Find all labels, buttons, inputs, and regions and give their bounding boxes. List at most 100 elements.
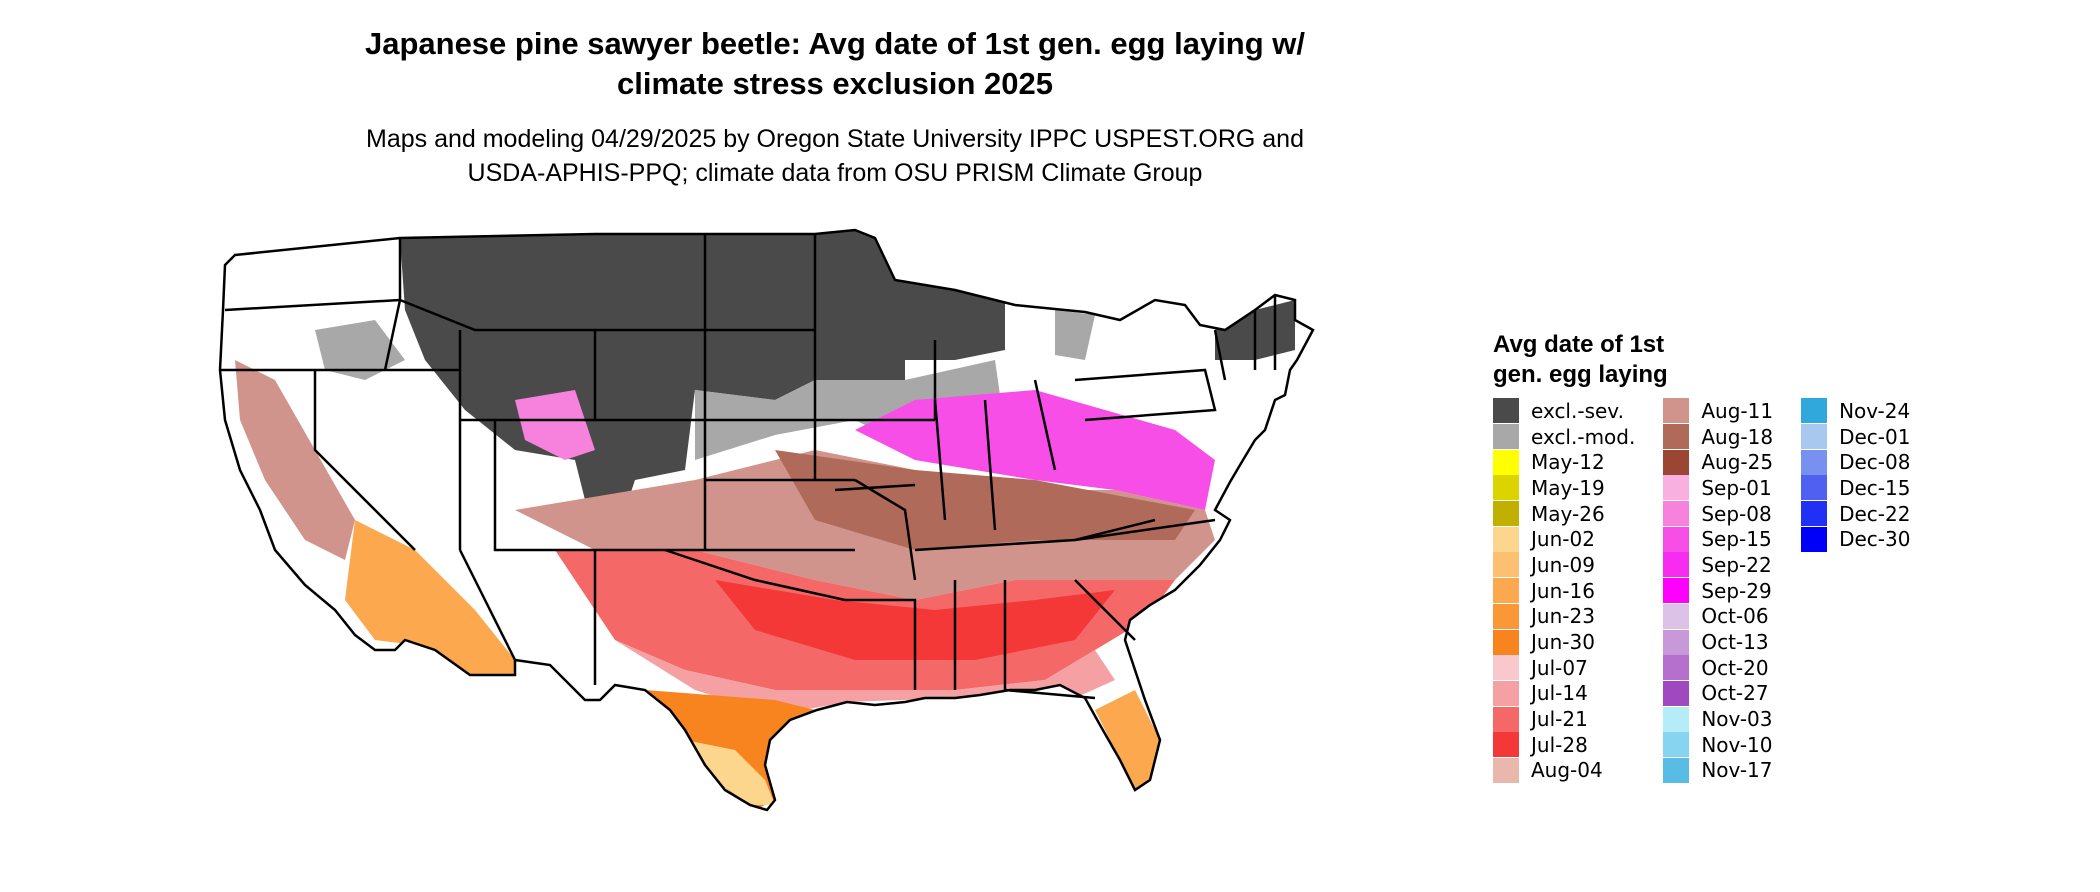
legend-item: May-26 xyxy=(1493,501,1635,527)
border-ut-co xyxy=(493,420,665,552)
legend-column: excl.-sev. excl.-mod. May-12 May-19 May-26 Ju… xyxy=(1493,398,1635,783)
legend-label: Jul-21 xyxy=(1531,707,1588,732)
region-excl-mod-michigan xyxy=(1055,310,1095,360)
title-line-1: Japanese pine sawyer beetle: Avg date of… xyxy=(364,26,1306,61)
legend: Avg date of 1st gen. egg laying excl.-se… xyxy=(1493,330,1910,783)
legend-title: Avg date of 1st gen. egg laying xyxy=(1493,330,1910,390)
legend-item: Oct-06 xyxy=(1663,603,1773,630)
legend-item: Sep-08 xyxy=(1663,501,1773,527)
region-magenta-belt xyxy=(855,390,1215,510)
legend-label: Dec-22 xyxy=(1839,501,1911,526)
legend-swatch xyxy=(1663,501,1690,527)
legend-label: Sep-08 xyxy=(1701,501,1772,526)
map-subtitle: Maps and modeling 04/29/2025 by Oregon S… xyxy=(0,122,1670,190)
region-midsouth-brown xyxy=(775,450,1195,550)
legend-label: Sep-15 xyxy=(1701,527,1772,552)
map-title: Japanese pine sawyer beetle: Avg date of… xyxy=(0,24,1670,104)
legend-item: Dec-22 xyxy=(1801,501,1910,527)
legend-item: Sep-15 xyxy=(1663,526,1773,552)
border-ia-mo xyxy=(834,483,916,492)
region-excl-sev-north xyxy=(400,230,905,540)
legend-label: May-19 xyxy=(1531,475,1605,500)
legend-label: Aug-25 xyxy=(1701,450,1774,475)
legend-swatch xyxy=(1663,578,1690,604)
legend-label: Aug-04 xyxy=(1531,758,1603,783)
border-va-nc xyxy=(1074,518,1216,542)
legend-label: Jun-02 xyxy=(1531,527,1595,552)
legend-label: Dec-15 xyxy=(1839,475,1911,500)
region-excl-mod-west xyxy=(315,320,405,380)
legend-swatch xyxy=(1663,526,1690,552)
legend-swatch xyxy=(1663,449,1690,475)
legend-title-line-1: Avg date of 1st xyxy=(1493,331,1665,358)
legend-item: Aug-25 xyxy=(1663,449,1773,475)
legend-label: Oct-20 xyxy=(1701,655,1769,680)
legend-swatch xyxy=(1801,398,1828,424)
border-ar-la xyxy=(845,598,917,690)
legend-item: Dec-01 xyxy=(1801,424,1910,450)
legend-swatch xyxy=(1493,706,1519,732)
border-mo-east xyxy=(854,478,917,581)
map-fill-regions xyxy=(235,230,1295,810)
legend-label: excl.-mod. xyxy=(1531,424,1636,449)
legend-swatch xyxy=(1493,732,1519,758)
legend-item: Dec-08 xyxy=(1801,449,1910,475)
legend-columns: excl.-sev. excl.-mod. May-12 May-19 May-26 Ju… xyxy=(1493,398,1910,783)
region-excl-sev-wisconsin xyxy=(905,280,1005,360)
legend-label: Jun-23 xyxy=(1531,604,1595,629)
legend-swatch xyxy=(1663,655,1690,681)
legend-title-line-2: gen. egg laying xyxy=(1493,361,1668,388)
legend-label: Nov-03 xyxy=(1701,707,1773,732)
legend-swatch xyxy=(1663,629,1690,655)
legend-swatch xyxy=(1663,757,1690,783)
border-ms-al xyxy=(953,580,1007,690)
legend-item: Nov-24 xyxy=(1801,398,1910,424)
country-outline xyxy=(218,228,1315,812)
legend-label: Dec-08 xyxy=(1839,450,1911,475)
legend-item: Jun-30 xyxy=(1493,629,1635,655)
legend-item: Jun-09 xyxy=(1493,552,1635,578)
legend-item: Sep-01 xyxy=(1663,475,1773,501)
legend-label: Jul-14 xyxy=(1531,681,1588,706)
subtitle-line-1: Maps and modeling 04/29/2025 by Oregon S… xyxy=(366,125,1304,153)
legend-item: Oct-13 xyxy=(1663,629,1773,655)
legend-swatch xyxy=(1493,552,1519,578)
legend-swatch xyxy=(1801,526,1828,552)
legend-item: May-12 xyxy=(1493,449,1635,475)
legend-label: Nov-10 xyxy=(1701,732,1773,757)
us-map xyxy=(218,228,1315,812)
legend-swatch xyxy=(1493,680,1519,706)
legend-label: Sep-22 xyxy=(1701,552,1772,577)
legend-swatch xyxy=(1493,424,1519,450)
legend-label: Jun-30 xyxy=(1531,630,1595,655)
legend-swatch xyxy=(1801,475,1828,501)
legend-item: Jul-21 xyxy=(1493,706,1635,732)
legend-label: Dec-30 xyxy=(1839,527,1911,552)
legend-swatch xyxy=(1663,603,1690,629)
legend-item: Oct-20 xyxy=(1663,655,1773,681)
legend-swatch xyxy=(1663,398,1690,424)
border-ne-states xyxy=(1213,295,1277,381)
legend-label: Dec-01 xyxy=(1839,424,1911,449)
border-ok-tx xyxy=(664,548,846,602)
border-sc-ga xyxy=(1074,579,1136,641)
border-il-in xyxy=(933,399,997,531)
title-line-2: climate stress exclusion 2025 xyxy=(617,66,1053,101)
legend-swatch xyxy=(1663,424,1690,450)
subtitle-line-2: USDA-APHIS-PPQ; climate data from OSU PR… xyxy=(467,159,1203,187)
border-mt-south xyxy=(399,298,595,332)
region-texas-light-orange xyxy=(685,740,775,805)
legend-swatch xyxy=(1493,578,1519,604)
legend-item: Aug-04 xyxy=(1493,757,1635,784)
legend-swatch xyxy=(1663,680,1690,706)
legend-item: Sep-29 xyxy=(1663,578,1773,604)
legend-label: Oct-06 xyxy=(1701,604,1769,629)
border-ga-fl xyxy=(1004,688,1096,700)
legend-item: excl.-mod. xyxy=(1493,424,1635,450)
legend-label: Jul-28 xyxy=(1531,732,1588,757)
legend-label: Jul-07 xyxy=(1531,655,1588,680)
region-california-brown xyxy=(235,360,355,560)
legend-item: Jun-23 xyxy=(1493,603,1635,630)
legend-item: Dec-30 xyxy=(1801,526,1910,552)
legend-swatch xyxy=(1493,501,1519,527)
